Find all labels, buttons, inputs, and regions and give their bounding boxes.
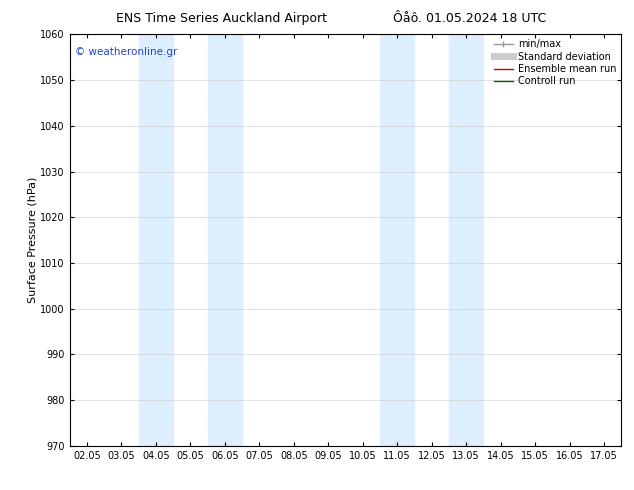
Text: © weatheronline.gr: © weatheronline.gr — [75, 47, 178, 57]
Y-axis label: Surface Pressure (hPa): Surface Pressure (hPa) — [27, 177, 37, 303]
Text: ENS Time Series Auckland Airport: ENS Time Series Auckland Airport — [117, 12, 327, 25]
Bar — [207, 34, 242, 446]
Bar — [380, 34, 415, 446]
Text: Ôåô. 01.05.2024 18 UTC: Ôåô. 01.05.2024 18 UTC — [392, 12, 546, 25]
Bar — [449, 34, 483, 446]
Legend: min/max, Standard deviation, Ensemble mean run, Controll run: min/max, Standard deviation, Ensemble me… — [492, 37, 618, 88]
Bar — [139, 34, 173, 446]
